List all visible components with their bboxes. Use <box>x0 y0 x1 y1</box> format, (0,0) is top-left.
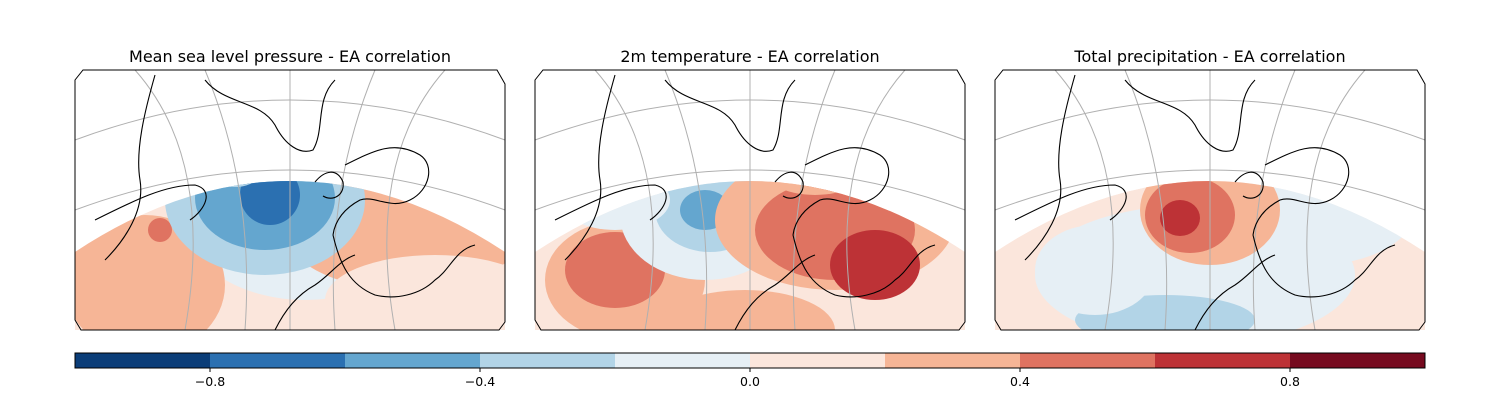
colorbar-tick-label: −0.4 <box>465 374 495 389</box>
colorbar-segment <box>1155 353 1291 368</box>
contour-region <box>830 230 920 300</box>
colorbar-segment <box>345 353 481 368</box>
panel-title: Mean sea level pressure - EA correlation <box>129 47 451 66</box>
contour-region <box>560 170 670 230</box>
panel-title: 2m temperature - EA correlation <box>620 47 879 66</box>
colorbar-segment <box>615 353 751 368</box>
map-panel-3: Total precipitation - EA correlation <box>995 47 1425 345</box>
colorbar-segment <box>75 353 211 368</box>
contour-region <box>1160 200 1200 236</box>
contour-region <box>760 135 870 195</box>
colorbar-segment <box>210 353 346 368</box>
colorbar-segment <box>480 353 616 368</box>
coastline <box>1125 80 1255 151</box>
colorbar-tick-label: 0.8 <box>1280 374 1300 389</box>
contour-region <box>325 255 545 345</box>
contour-region <box>240 165 300 225</box>
colorbar-tick-label: −0.8 <box>195 374 225 389</box>
panel-title: Total precipitation - EA correlation <box>1073 47 1345 66</box>
colorbar-tick-label: 0.4 <box>1010 374 1030 389</box>
coastline <box>205 80 335 151</box>
colorbar-segment <box>750 353 886 368</box>
colorbar-tick-label: 0.0 <box>740 374 760 389</box>
colorbar-segment <box>1020 353 1156 368</box>
coastline <box>665 80 795 151</box>
contour-region <box>1185 100 1325 180</box>
colorbar-segment <box>885 353 1021 368</box>
colorbar-segment <box>1290 353 1426 368</box>
correlation-field <box>65 105 545 355</box>
map-panel-2: 2m temperature - EA correlation <box>535 47 965 370</box>
contour-region <box>1035 225 1155 315</box>
map-panel-1: Mean sea level pressure - EA correlation <box>65 47 545 355</box>
map-panels: Mean sea level pressure - EA correlation… <box>65 47 1425 370</box>
contour-region <box>148 218 172 242</box>
colorbar: −0.8 −0.4 0.0 0.4 0.8 <box>75 353 1426 389</box>
